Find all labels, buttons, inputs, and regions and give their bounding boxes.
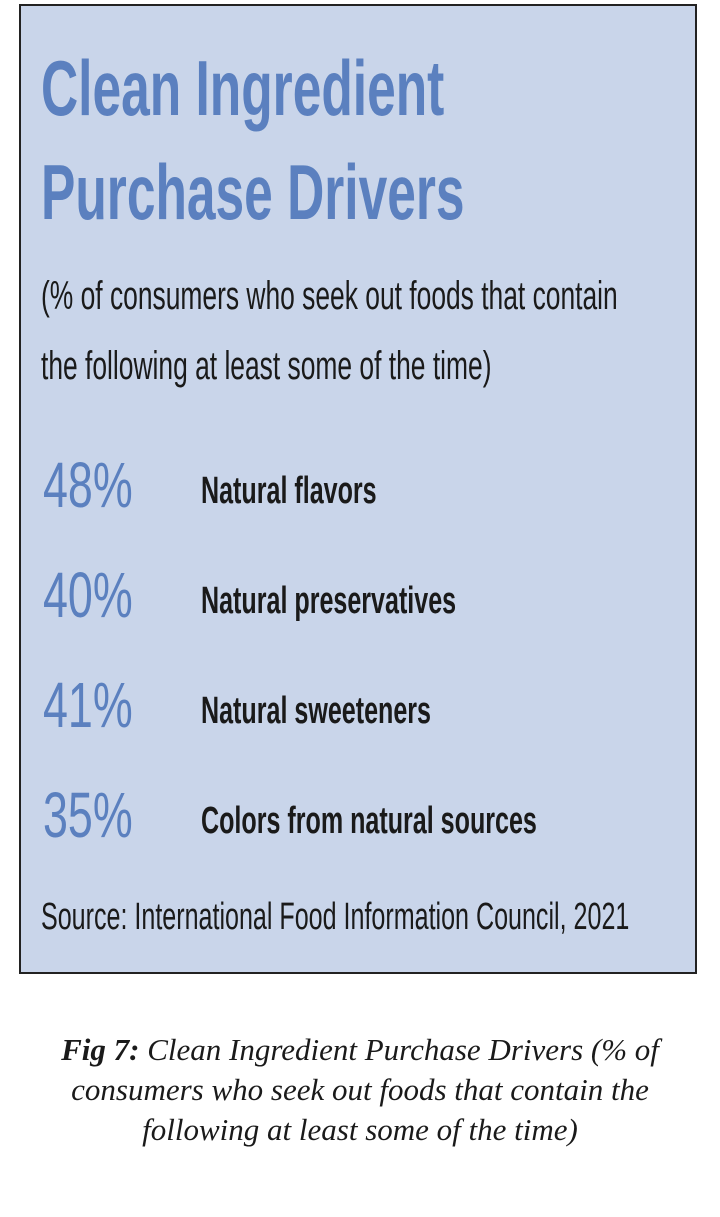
stat-value: 41% [43, 669, 133, 741]
stat-row: 48% Natural flavors [43, 448, 683, 548]
stat-label: Natural preservatives [201, 580, 457, 622]
stat-row: 35% Colors from natural sources [43, 778, 683, 878]
source-note: Source: International Food Information C… [41, 896, 630, 938]
stat-label: Colors from natural sources [201, 800, 537, 842]
figure-caption: Fig 7: Clean Ingredient Purchase Drivers… [40, 1030, 680, 1150]
panel-subtitle: (% of consumers who seek out foods that … [41, 274, 618, 388]
stat-row: 41% Natural sweeteners [43, 668, 683, 768]
stat-label: Natural sweeteners [201, 690, 432, 732]
panel-title: Clean Ingredient Purchase Drivers [41, 44, 465, 236]
stat-row: 40% Natural preservatives [43, 558, 683, 658]
stat-value: 35% [43, 779, 133, 851]
caption-text: Clean Ingredient Purchase Drivers (% of … [71, 1032, 659, 1147]
stat-value: 40% [43, 559, 133, 631]
caption-label: Fig 7: [61, 1032, 140, 1067]
stat-value: 48% [43, 449, 133, 521]
stat-label: Natural flavors [201, 470, 377, 512]
infographic-panel: Clean Ingredient Purchase Drivers (% of … [19, 4, 697, 974]
